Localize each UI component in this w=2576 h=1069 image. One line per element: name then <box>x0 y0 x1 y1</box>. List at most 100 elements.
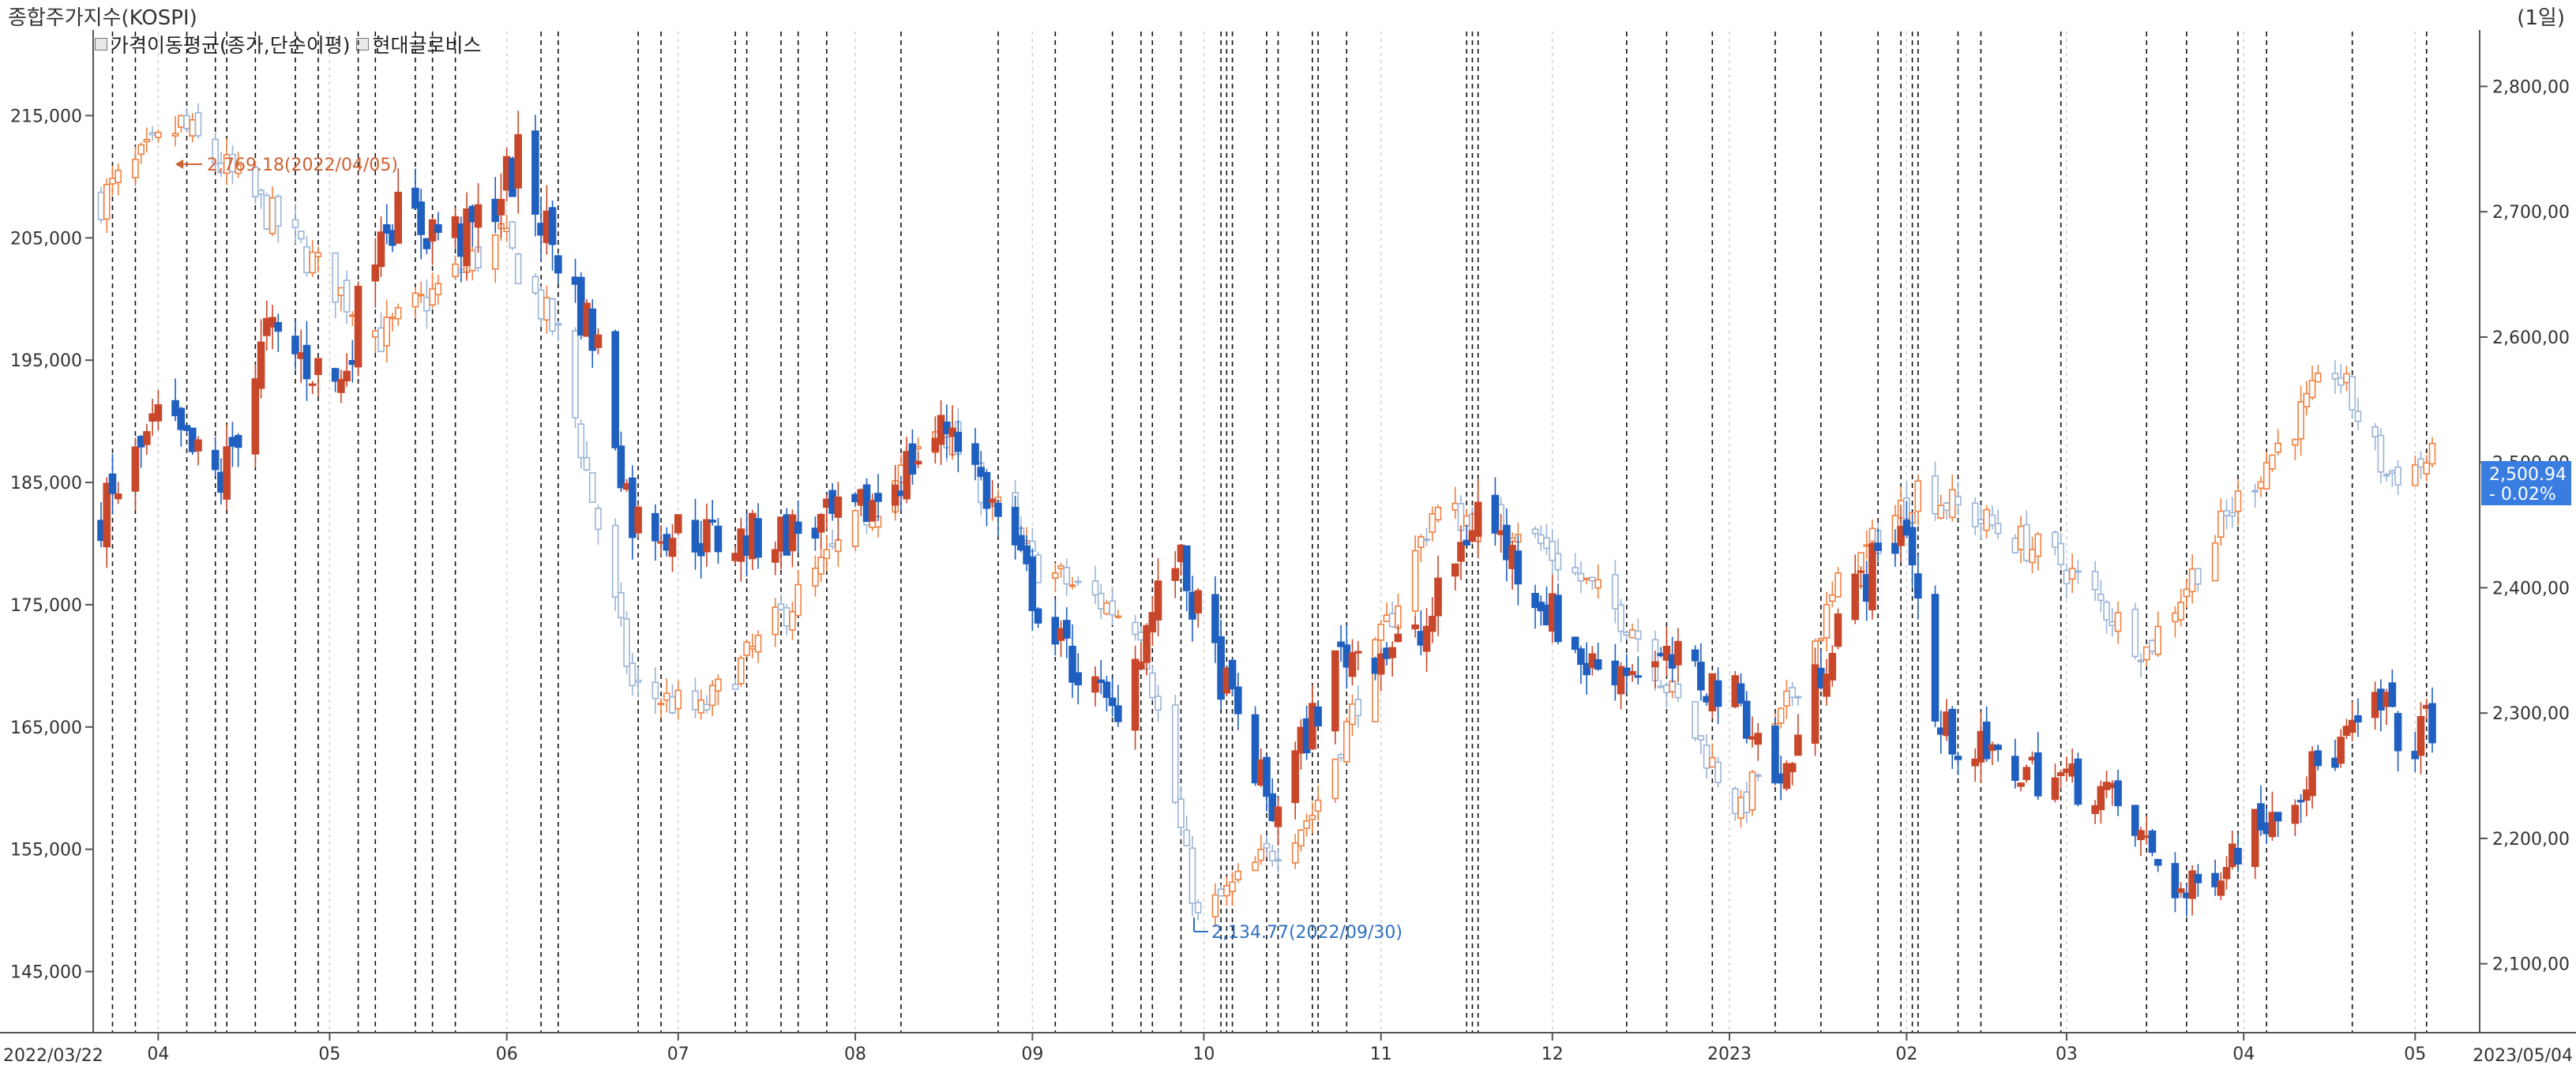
candle-body <box>1342 644 1351 668</box>
candle-body <box>1023 540 1031 545</box>
candle-body <box>377 327 385 353</box>
candle-body <box>1851 573 1860 621</box>
candle-body <box>2017 525 2025 550</box>
candle-body <box>1063 567 1071 585</box>
candle-body <box>1657 685 1665 688</box>
candle-body <box>1948 489 1956 519</box>
candle-body <box>1097 592 1105 610</box>
candle-body <box>777 603 785 610</box>
candle-body <box>2343 373 2350 384</box>
left-tick-label: 155,000 <box>10 841 82 861</box>
candle-body <box>817 513 825 533</box>
candle-body <box>1937 504 1945 519</box>
candle-body <box>1256 759 1265 786</box>
candle-body <box>509 221 516 249</box>
candle-body <box>1703 696 1710 703</box>
candle-body <box>1554 553 1562 571</box>
candle-body <box>1223 884 1230 897</box>
candle-body <box>657 541 665 544</box>
candle-body <box>131 446 140 492</box>
candle-body <box>1183 829 1191 846</box>
candle-body <box>1222 667 1231 694</box>
candle-body <box>743 641 750 656</box>
candle-body <box>217 471 225 493</box>
x-start-label: 2022/03/22 <box>3 1046 103 1066</box>
candle-body <box>2251 808 2259 868</box>
candle-body <box>914 445 922 450</box>
candle-body <box>897 464 905 483</box>
candle-body <box>1754 774 1762 778</box>
right-tick-label: 2,200,00 <box>2492 830 2570 850</box>
candle-body <box>868 500 877 522</box>
candle-body <box>263 317 271 336</box>
candle-body <box>1531 528 1539 534</box>
candle-body <box>737 528 745 562</box>
candle-body <box>1331 650 1339 732</box>
candle-body <box>857 503 865 506</box>
legend-item-ma[interactable]: 가격이동평균(종가,단순이평) <box>95 30 350 58</box>
candle-body <box>1834 613 1842 647</box>
candle-body <box>2011 537 2019 553</box>
candle-body <box>828 489 836 514</box>
candle-body <box>1583 577 1590 580</box>
candle-body <box>2314 750 2323 767</box>
candle-body <box>1194 590 1202 613</box>
candle-body <box>148 413 156 422</box>
candle-body <box>1229 881 1236 893</box>
legend-checkbox-icon[interactable] <box>356 38 370 51</box>
candle-body <box>611 524 619 598</box>
candle-body <box>2091 571 2099 591</box>
candle-body <box>583 457 591 471</box>
candle-body <box>1496 530 1505 535</box>
candle-body <box>1434 577 1442 617</box>
candle-body <box>828 543 836 547</box>
candle-body <box>576 276 585 336</box>
candle-body <box>629 477 636 538</box>
candle-body <box>2056 772 2065 777</box>
candle-body <box>1114 615 1122 618</box>
candle-body <box>189 118 197 137</box>
candle-body <box>428 219 437 242</box>
candle-body <box>1857 552 1864 587</box>
legend-item-stock[interactable]: 현대글로비스 <box>356 30 481 58</box>
candle-body <box>2308 751 2316 797</box>
legend-checkbox-icon[interactable] <box>95 38 107 51</box>
candle-body <box>1788 763 1797 773</box>
candle-body <box>457 223 465 257</box>
low-annotation: 2,134.77(2022/09/30) <box>1211 923 1403 943</box>
candle-body <box>337 378 345 393</box>
candle-body <box>1376 653 1385 675</box>
candle-body <box>2383 692 2390 707</box>
candle-body <box>1891 515 1899 553</box>
right-index-axis: 2,100,00 2,200,00 2,300,00 2,400,00 2,500,00… <box>2479 30 2570 1033</box>
candle-body <box>708 519 716 523</box>
candle-body <box>1217 888 1225 897</box>
candle-body <box>2195 568 2202 585</box>
candle-body <box>2171 863 2180 898</box>
candle-body <box>1309 703 1316 750</box>
candle-body <box>1651 639 1659 681</box>
candle-body <box>1314 799 1322 812</box>
annotations: 2,769.18(2022/04/05) 2,134.77(2022/09/30… <box>175 156 1403 943</box>
candle-body <box>314 252 322 257</box>
candle-body <box>668 538 677 557</box>
candle-body <box>509 158 516 197</box>
candle-body <box>611 331 619 448</box>
candle-body <box>1411 550 1419 612</box>
left-price-axis: 145,000 155,000 165,000 175,000 185,000 195,0… <box>10 30 94 1033</box>
candle-body <box>697 700 705 714</box>
candle-body <box>1703 745 1710 769</box>
candle-body <box>1251 714 1260 784</box>
candle-body <box>1697 735 1705 741</box>
candle-body <box>1434 506 1442 521</box>
candle-body <box>2052 531 2059 548</box>
candle-body <box>1909 512 1916 524</box>
candle-body <box>1012 492 1019 526</box>
candle-body <box>989 503 997 507</box>
candle-body <box>2262 822 2270 835</box>
candle-body <box>691 519 700 553</box>
candle-body <box>1348 652 1357 677</box>
candle-body <box>531 276 539 294</box>
x-tick-label: 04 <box>2232 1045 2255 1064</box>
